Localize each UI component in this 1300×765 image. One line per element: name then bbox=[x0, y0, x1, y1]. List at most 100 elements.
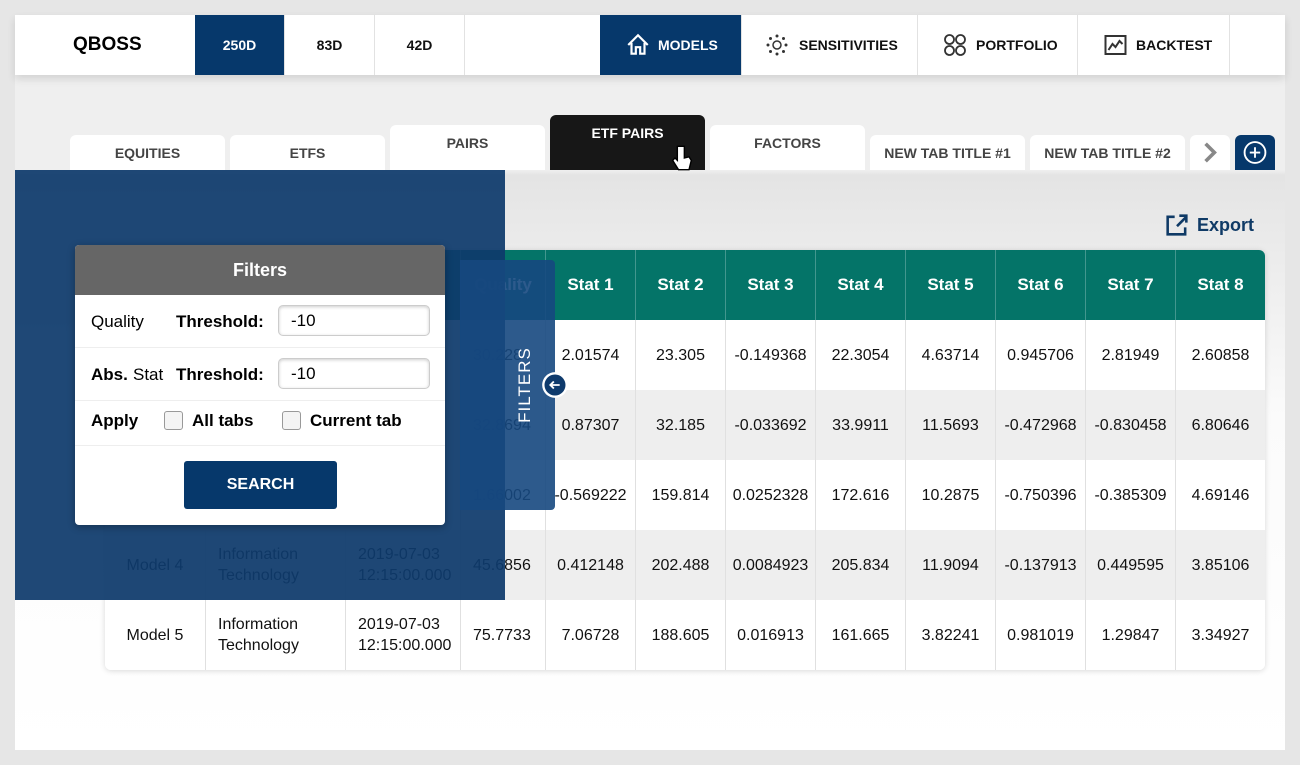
tab[interactable]: ETFS bbox=[230, 135, 385, 170]
table-cell: 75.7733 bbox=[460, 600, 545, 670]
table-cell: 22.3054 bbox=[815, 320, 905, 390]
threshold-label: Threshold: bbox=[176, 311, 264, 331]
period-tab[interactable]: 250D bbox=[195, 15, 285, 75]
tab-scroll-right-svg bbox=[1204, 142, 1217, 163]
table-cell: 202.488 bbox=[635, 530, 725, 600]
backtest-icon-svg bbox=[1104, 35, 1127, 55]
portfolio-icon bbox=[943, 33, 967, 57]
header-cell: Stat 3 bbox=[725, 250, 815, 320]
menu-item[interactable]: PORTFOLIO bbox=[918, 15, 1078, 75]
table-cell: 6.80646 bbox=[1175, 390, 1265, 460]
header-cell: Stat 5 bbox=[905, 250, 995, 320]
checkbox[interactable] bbox=[164, 411, 183, 430]
sensitivity-icon bbox=[765, 33, 789, 57]
filter-row bbox=[75, 348, 445, 401]
table-cell: 0.0252328 bbox=[725, 460, 815, 530]
filter-label: Quality bbox=[91, 311, 144, 331]
table-cell: 205.834 bbox=[815, 530, 905, 600]
export-icon bbox=[1163, 211, 1191, 239]
table-cell: 0.016913 bbox=[725, 600, 815, 670]
table-cell: -0.033692 bbox=[725, 390, 815, 460]
filter-row bbox=[75, 401, 445, 446]
menu-item[interactable]: SENSITIVITIES bbox=[742, 15, 918, 75]
backtest-icon bbox=[1103, 33, 1128, 57]
threshold-input[interactable]: -10 bbox=[278, 358, 430, 389]
threshold-input[interactable]: -10 bbox=[278, 305, 430, 336]
collapse-button-svg bbox=[542, 372, 568, 398]
checkbox-label[interactable]: All tabs bbox=[192, 411, 254, 430]
table-cell: 3.34927 bbox=[1175, 600, 1265, 670]
tab[interactable]: PAIRS bbox=[390, 125, 545, 170]
table-cell: -0.385309 bbox=[1085, 460, 1175, 530]
table-cell: 7.06728 bbox=[545, 600, 635, 670]
table-cell: 0.412148 bbox=[545, 530, 635, 600]
table-cell: 11.5693 bbox=[905, 390, 995, 460]
filter-label: Abs. bbox=[91, 364, 128, 384]
table-row bbox=[105, 600, 1265, 670]
table-cell: -0.750396 bbox=[995, 460, 1085, 530]
cursor-icon-svg bbox=[671, 145, 693, 171]
tab[interactable]: NEW TAB TITLE #1 bbox=[870, 135, 1025, 170]
table-cell: 172.616 bbox=[815, 460, 905, 530]
header-cell: Stat 4 bbox=[815, 250, 905, 320]
tab[interactable]: NEW TAB TITLE #2 bbox=[1030, 135, 1185, 170]
add-tab-svg bbox=[1243, 141, 1267, 164]
table-cell: 2019-07-03 12:15:00.000 bbox=[345, 600, 460, 670]
table-cell: 3.82241 bbox=[905, 600, 995, 670]
table-cell: Model 5 bbox=[126, 626, 184, 644]
table-cell: 0.87307 bbox=[545, 390, 635, 460]
header-cell: Stat 2 bbox=[635, 250, 725, 320]
cursor-icon bbox=[668, 140, 696, 176]
table-cell: 23.305 bbox=[635, 320, 725, 390]
table-cell: -0.569222 bbox=[545, 460, 635, 530]
tab[interactable]: FACTORS bbox=[710, 125, 865, 170]
sensitivity-icon-svg bbox=[766, 34, 788, 56]
table-cell: 33.9911 bbox=[815, 390, 905, 460]
table-cell: 0.449595 bbox=[1085, 530, 1175, 600]
apply-label: Apply bbox=[91, 411, 139, 430]
table-cell: 188.605 bbox=[635, 600, 725, 670]
home-icon-svg bbox=[627, 33, 649, 55]
table-cell: 2.81949 bbox=[1085, 320, 1175, 390]
table-cell: 1.29847 bbox=[1085, 600, 1175, 670]
search-button[interactable]: SEARCH bbox=[184, 461, 337, 509]
table-cell: 4.69146 bbox=[1175, 460, 1265, 530]
export-button[interactable]: Export bbox=[1197, 214, 1255, 235]
menu-item[interactable]: MODELS bbox=[600, 15, 742, 75]
table-cell: 4.63714 bbox=[905, 320, 995, 390]
table-cell: -0.472968 bbox=[995, 390, 1085, 460]
header-cell: Stat 7 bbox=[1085, 250, 1175, 320]
table-cell: 32.185 bbox=[635, 390, 725, 460]
tab[interactable]: EQUITIES bbox=[70, 135, 225, 170]
filter-card: Filters Quality Threshold: -10 Abs. Stat Thres… bbox=[75, 245, 445, 525]
checkbox[interactable] bbox=[282, 411, 301, 430]
table-cell: 3.85106 bbox=[1175, 530, 1265, 600]
table-cell: 161.665 bbox=[815, 600, 905, 670]
checkbox-label[interactable]: Current tab bbox=[310, 411, 402, 430]
portfolio-icon-svg bbox=[944, 34, 966, 56]
period-tab[interactable]: 42D bbox=[375, 15, 465, 75]
home-icon bbox=[625, 32, 651, 58]
table-cell: 0.981019 bbox=[995, 600, 1085, 670]
table-cell: 0.945706 bbox=[995, 320, 1085, 390]
menu-item[interactable]: BACKTEST bbox=[1078, 15, 1230, 75]
collapse-button[interactable] bbox=[541, 371, 569, 399]
period-tab[interactable]: 83D bbox=[285, 15, 375, 75]
threshold-label: Threshold: bbox=[176, 364, 264, 384]
header-cell: Stat 1 bbox=[545, 250, 635, 320]
brand: QBOSS bbox=[73, 34, 142, 55]
table-cell: -0.149368 bbox=[725, 320, 815, 390]
filter-label: Stat bbox=[133, 364, 164, 384]
table-cell: 11.9094 bbox=[905, 530, 995, 600]
table-cell: Information Technology bbox=[205, 600, 345, 670]
add-tab[interactable] bbox=[1235, 135, 1275, 170]
header-cell: Stat 8 bbox=[1175, 250, 1265, 320]
filter-row bbox=[75, 295, 445, 348]
table-cell: 0.0084923 bbox=[725, 530, 815, 600]
table-cell: -0.830458 bbox=[1085, 390, 1175, 460]
table-cell: 159.814 bbox=[635, 460, 725, 530]
table-cell: -0.137913 bbox=[995, 530, 1085, 600]
tab-scroll-right[interactable] bbox=[1190, 135, 1230, 170]
